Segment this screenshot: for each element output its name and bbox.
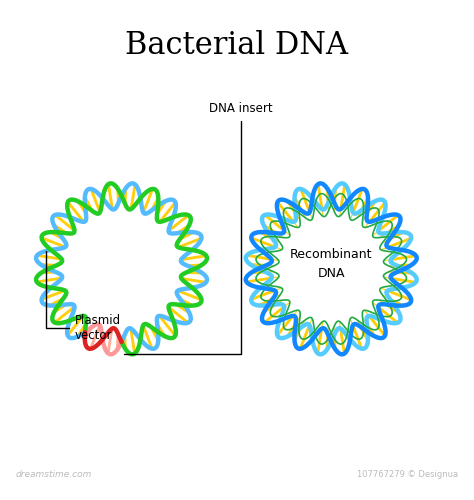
Text: Recombinant
DNA: Recombinant DNA: [290, 248, 373, 280]
Text: 107767279 © Designua: 107767279 © Designua: [357, 470, 458, 478]
Text: Bacterial DNA: Bacterial DNA: [126, 30, 348, 60]
Text: Plasmid
vector: Plasmid vector: [46, 252, 120, 342]
Text: DNA insert: DNA insert: [124, 102, 273, 354]
Text: dreamstime.com: dreamstime.com: [16, 470, 92, 478]
